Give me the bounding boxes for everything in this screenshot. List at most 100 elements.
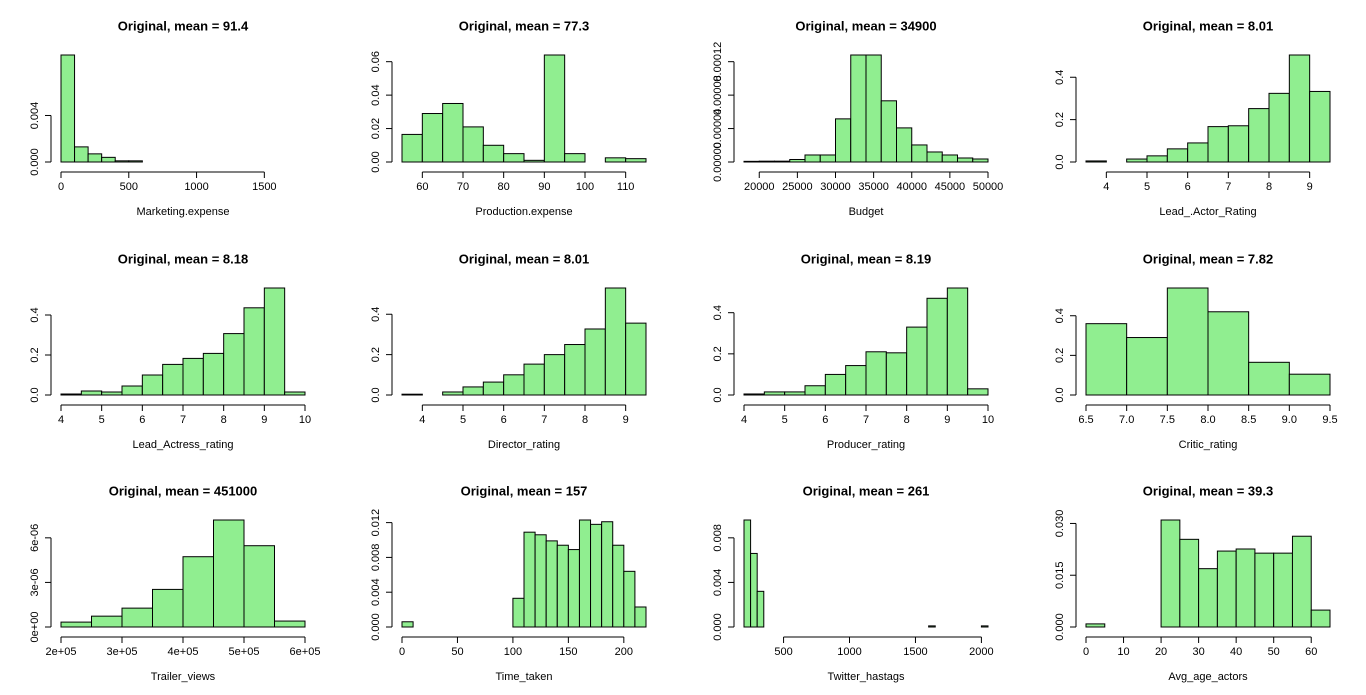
y-tick-label: 0.2 <box>1054 112 1066 127</box>
bar <box>604 287 627 396</box>
bar <box>1146 155 1168 163</box>
bar <box>401 393 423 396</box>
bar <box>442 102 464 163</box>
bar <box>1291 535 1312 628</box>
x-tick-label: 8 <box>221 414 227 426</box>
bar <box>128 160 143 163</box>
x-tick-label: 60 <box>1305 646 1317 658</box>
bar <box>243 545 275 628</box>
bar <box>182 357 204 396</box>
x-tick-label: 10 <box>299 414 311 426</box>
bar <box>74 146 89 163</box>
bar <box>556 544 569 628</box>
x-tick-label: 6 <box>501 414 507 426</box>
bar <box>750 552 758 628</box>
bar <box>60 393 82 396</box>
bar <box>845 365 867 396</box>
y-tick-label: 0.4 <box>712 305 724 320</box>
bar <box>1085 323 1128 396</box>
y-tick-label: 0.0 <box>712 387 724 402</box>
bar <box>101 391 123 396</box>
bar <box>824 373 847 396</box>
x-tick-label: 6 <box>1185 181 1191 193</box>
x-axis-label: Production.expense <box>475 206 572 218</box>
bar <box>1207 126 1229 163</box>
bar <box>543 54 566 163</box>
bar <box>503 153 525 163</box>
y-tick-label: 0.04 <box>370 84 382 105</box>
x-tick-label: 6.5 <box>1078 414 1093 426</box>
x-tick-label: 0 <box>58 181 64 193</box>
bar <box>503 374 525 396</box>
x-tick-label: 30000 <box>820 181 851 193</box>
chart-title: Original, mean = 77.3 <box>459 18 589 33</box>
x-tick-label: 200 <box>615 646 633 658</box>
bar <box>1254 552 1275 628</box>
x-tick-label: 50 <box>1268 646 1280 658</box>
bar <box>567 549 580 628</box>
bar <box>60 621 92 628</box>
y-tick-label: 0.2 <box>1054 348 1066 363</box>
bar <box>1227 125 1250 163</box>
x-tick-label: 0 <box>1083 646 1089 658</box>
x-tick-label: 70 <box>457 181 469 193</box>
x-axis-label: Marketing.expense <box>137 206 230 218</box>
bar <box>1126 158 1148 163</box>
bar <box>1268 92 1290 163</box>
x-axis-label: Budget <box>849 206 884 218</box>
x-tick-label: 0 <box>399 646 405 658</box>
bar <box>1216 550 1237 628</box>
x-tick-label: 9.5 <box>1322 414 1337 426</box>
chart-title: Original, mean = 8.18 <box>118 251 248 266</box>
bar <box>274 620 306 628</box>
chart-title: Original, mean = 34900 <box>795 18 936 33</box>
bar <box>634 606 647 628</box>
bar <box>482 381 505 396</box>
y-tick-label: 0.0 <box>1054 387 1066 402</box>
bar <box>972 158 989 163</box>
bar <box>121 607 153 628</box>
y-tick-label: 0.00012 <box>712 42 724 82</box>
x-tick-label: 45000 <box>935 181 966 193</box>
x-tick-label: 7.0 <box>1119 414 1134 426</box>
x-tick-label: 7 <box>541 414 547 426</box>
x-tick-label: 80 <box>498 181 510 193</box>
x-tick-label: 8 <box>904 414 910 426</box>
x-tick-label: 9.0 <box>1282 414 1297 426</box>
x-tick-label: 5 <box>1144 181 1150 193</box>
bar <box>401 621 414 628</box>
x-tick-label: 40000 <box>896 181 927 193</box>
bar <box>87 153 103 163</box>
bar <box>213 519 245 628</box>
bar <box>60 54 76 163</box>
x-tick-label: 6 <box>139 414 145 426</box>
x-tick-label: 35000 <box>858 181 889 193</box>
x-tick-label: 40 <box>1230 646 1242 658</box>
bar <box>756 590 765 628</box>
chart-title: Original, mean = 39.3 <box>1143 483 1273 498</box>
bar <box>590 523 603 628</box>
y-tick-label: 0.008 <box>370 544 382 572</box>
bar <box>462 126 484 163</box>
y-tick-label: 0.0 <box>29 387 41 402</box>
y-tick-label: 0.00004 <box>712 109 724 149</box>
bar <box>421 113 444 163</box>
y-tick-label: 0.4 <box>370 307 382 322</box>
bar <box>880 100 897 163</box>
y-tick-label: 0.4 <box>29 307 41 322</box>
bar <box>743 519 752 628</box>
bar <box>462 386 484 396</box>
bar <box>789 158 806 163</box>
chart-title: Original, mean = 451000 <box>109 483 258 498</box>
bar <box>850 54 867 163</box>
y-tick-label: 0.000 <box>712 613 724 641</box>
bar <box>758 160 775 163</box>
chart-title: Original, mean = 91.4 <box>118 18 249 33</box>
bar <box>865 351 887 396</box>
bar <box>1187 142 1209 163</box>
x-tick-label: 6 <box>822 414 828 426</box>
x-axis-label: Twitter_hastags <box>827 671 905 683</box>
bar <box>763 391 786 396</box>
bar <box>523 159 545 163</box>
x-tick-label: 5 <box>99 414 105 426</box>
